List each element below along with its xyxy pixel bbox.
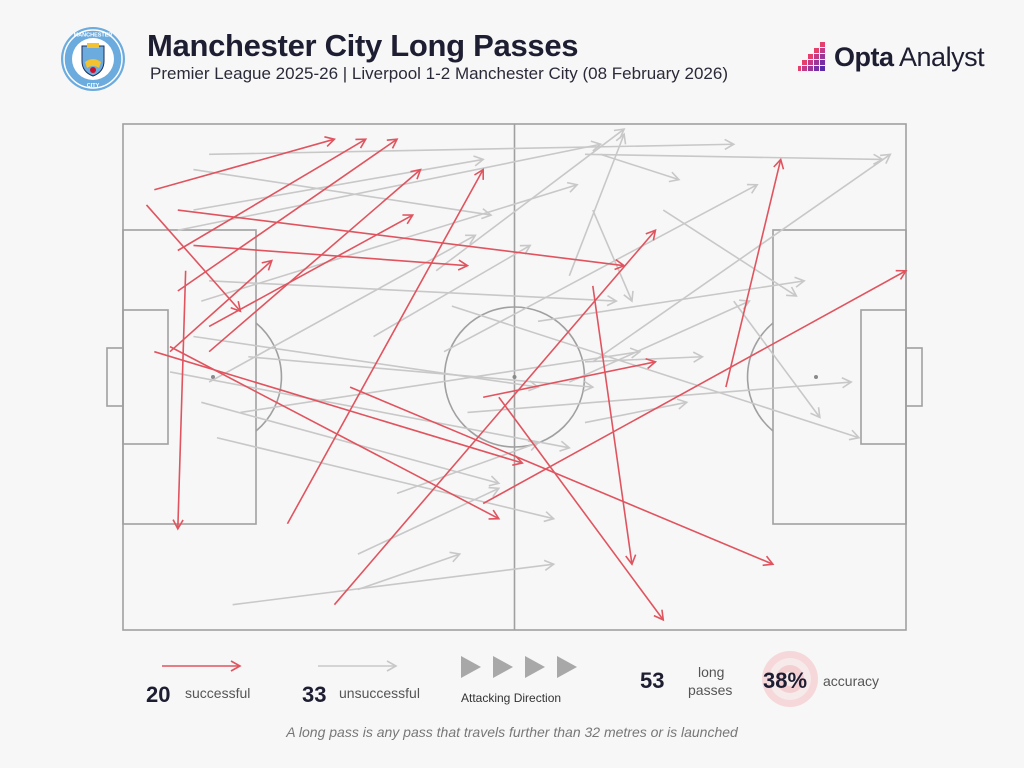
right-six-yard-box: [860, 309, 907, 445]
left-goal: [106, 347, 124, 407]
unsuccessful-pass-12: [216, 436, 556, 523]
brand-name-rest: Analyst: [893, 42, 985, 72]
successful-count: 20: [146, 682, 171, 707]
attacking-direction-icon: [461, 656, 577, 678]
accuracy-target-icon: [762, 651, 818, 707]
successful-pass-10: [177, 209, 626, 271]
crest-top-text: MANCHESTER: [74, 33, 113, 39]
unsuccessful-pass-25: [568, 132, 627, 277]
unsuccessful-pass-30: [662, 209, 798, 297]
successful-pass-17: [592, 285, 637, 566]
unsuccessful-pass-8: [169, 371, 571, 452]
crest-bottom-text: CITY: [87, 83, 100, 89]
successful-pass-6: [208, 168, 422, 353]
successful-pass-3: [177, 138, 368, 252]
successful-passes-layer: [145, 136, 908, 622]
unsuccessful-pass-6: [240, 347, 642, 414]
opta-analyst-logo: Opta Analyst: [798, 40, 988, 76]
unsuccessful-pass-11: [209, 280, 618, 307]
opta-bars-icon: [798, 42, 825, 71]
footnote: A long pass is any pass that travels fur…: [286, 724, 738, 740]
unsuccessful-pass-20: [592, 153, 892, 363]
unsuccessful-pass-29: [733, 300, 821, 419]
successful-pass-16: [483, 357, 658, 399]
unsuccessful-pass-23: [451, 305, 861, 441]
right-penalty-spot: [814, 375, 818, 379]
successful-pass-20: [169, 259, 273, 353]
total-passes-label-line1: long: [698, 664, 725, 680]
unsuccessful-passes-layer: [169, 128, 892, 606]
successful-pass-7: [208, 214, 415, 328]
unsuccessful-pass-1: [193, 168, 493, 220]
unsuccessful-pass-2: [177, 140, 603, 232]
left-penalty-spot: [211, 375, 215, 379]
attacking-direction-label: Attacking Direction: [461, 691, 562, 705]
successful-pass-14: [333, 229, 657, 606]
unsuccessful-pass-22: [568, 299, 751, 383]
centre-spot: [512, 375, 517, 379]
unsuccessful-pass-24: [584, 351, 705, 363]
unsuccessful-pass-10: [248, 355, 595, 393]
successful-pass-12: [169, 345, 501, 520]
unsuccessful-pass-3: [193, 155, 485, 211]
successful-pass-13: [349, 386, 775, 567]
right-penalty-box: [772, 229, 907, 525]
successful-pass-9: [154, 350, 524, 466]
unsuccessful-pass-27: [600, 153, 681, 183]
successful-pass-15: [725, 157, 785, 388]
right-penalty-arc: [746, 322, 774, 432]
total-passes-count: 53: [640, 668, 665, 693]
successful-pass-2: [154, 136, 336, 191]
successful-pass-18: [498, 396, 665, 622]
unsuccessful-pass-9: [193, 335, 540, 392]
unsuccessful-pass-32: [396, 440, 540, 495]
unsuccessful-pass-28: [584, 398, 689, 424]
unsuccessful-pass-14: [357, 551, 462, 591]
successful-label: successful: [185, 685, 251, 701]
unsuccessful-pass-19: [443, 183, 759, 353]
successful-pass-11: [286, 168, 485, 525]
unsuccessful-pass-18: [435, 128, 626, 272]
unsuccessful-pass-21: [537, 276, 806, 323]
successful-pass-1: [145, 204, 242, 313]
unsuccessful-pass-31: [467, 377, 853, 414]
successful-pass-4: [172, 270, 187, 531]
unsuccessful-pass-15: [357, 486, 501, 555]
unsuccessful-label: unsuccessful: [339, 685, 420, 701]
left-penalty-arc: [255, 322, 283, 432]
successful-pass-5: [177, 138, 399, 292]
page-title: Manchester City Long Passes: [147, 28, 579, 63]
successful-pass-19: [482, 269, 908, 505]
unsuccessful-pass-13: [232, 559, 556, 606]
accuracy-value: 38%: [763, 668, 808, 693]
match-subtitle: Premier League 2025-26 | Liverpool 1-2 M…: [150, 64, 728, 83]
successful-pass-8: [193, 244, 470, 271]
total-passes-label-line2: passes: [688, 682, 733, 698]
manchester-city-crest-icon: MANCHESTER CITY: [61, 27, 125, 91]
accuracy-label: accuracy: [823, 673, 880, 689]
unsuccessful-pass-17: [584, 153, 885, 165]
unsuccessful-pass-16: [209, 138, 736, 156]
unsuccessful-pass-4: [201, 181, 579, 302]
unsuccessful-pass-26: [592, 209, 634, 303]
brand-name-bold: Opta: [834, 42, 894, 72]
left-six-yard-box: [122, 309, 169, 445]
unsuccessful-count: 33: [302, 682, 327, 707]
right-goal: [905, 347, 923, 407]
